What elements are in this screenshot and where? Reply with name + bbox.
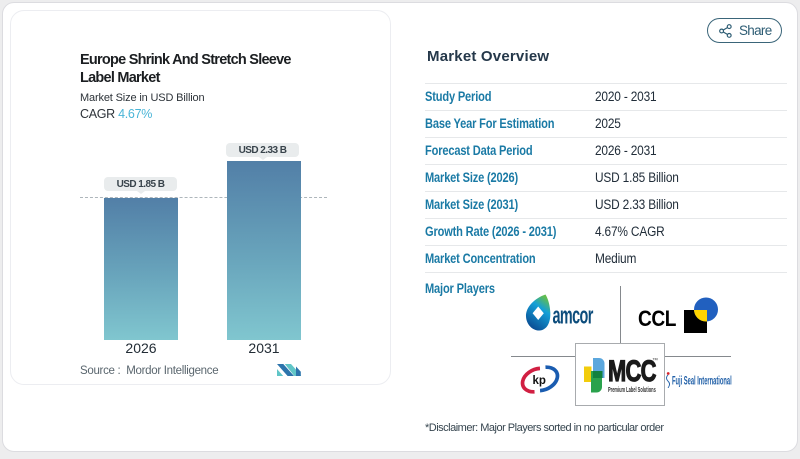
svg-text:™: ™ xyxy=(652,357,658,364)
svg-text:kp: kp xyxy=(533,375,546,387)
svg-text:CCL: CCL xyxy=(638,307,676,332)
svg-text:amcor: amcor xyxy=(553,303,594,330)
svg-text:MCC: MCC xyxy=(608,354,656,388)
svg-text:Fuji Seal International: Fuji Seal International xyxy=(672,374,732,387)
svg-text:Premium Label Solutions: Premium Label Solutions xyxy=(608,387,656,394)
